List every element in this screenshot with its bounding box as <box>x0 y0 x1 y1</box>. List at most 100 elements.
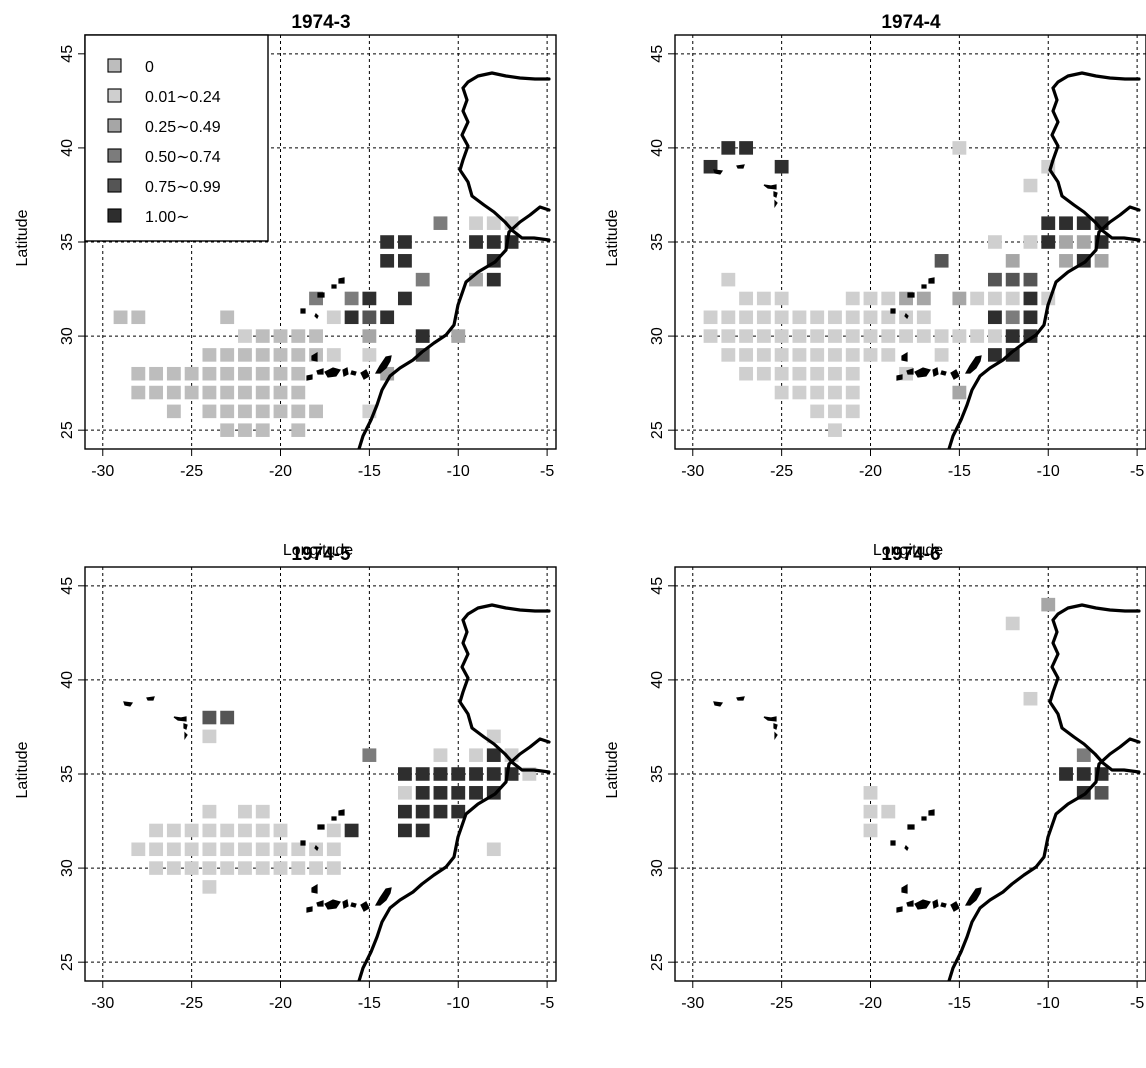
grid-cell <box>863 348 878 362</box>
grid-cell <box>739 310 754 325</box>
grid-cell <box>415 823 430 838</box>
panel-title: 1974-6 <box>881 544 940 565</box>
grid-cell <box>1023 178 1038 193</box>
grid-cell <box>774 310 789 325</box>
x-tick-label: -5 <box>540 995 554 1012</box>
grid-cell <box>774 348 789 362</box>
x-tick-label: -15 <box>358 463 381 480</box>
grid-cell <box>166 366 181 381</box>
grid-cell <box>1059 254 1073 268</box>
grid-cell <box>273 404 288 419</box>
island-shape <box>360 901 370 912</box>
grid-cell <box>362 310 377 325</box>
grid-cell <box>756 291 771 306</box>
grid-cell <box>756 366 771 381</box>
grid-cell <box>238 804 252 819</box>
grid-cell <box>255 404 270 419</box>
grid-cell <box>792 385 807 400</box>
grid-cell <box>828 385 842 400</box>
grid-cell <box>828 310 842 325</box>
grid-cell <box>362 291 377 306</box>
grid-cell <box>469 235 483 249</box>
grid-cell <box>433 804 448 819</box>
island-shape <box>932 367 939 377</box>
y-tick-label: 30 <box>59 859 76 877</box>
grid-cell <box>987 310 1002 325</box>
grid-cell <box>291 348 306 362</box>
y-tick-label: 25 <box>649 953 666 971</box>
grid-cell <box>238 348 252 362</box>
grid-cell <box>326 823 341 838</box>
island-shape <box>896 374 903 381</box>
grid-cell <box>486 272 501 287</box>
grid-cell <box>362 329 377 343</box>
island-shape <box>331 816 337 821</box>
grid-cell <box>397 823 412 838</box>
legend-label: 1.00∼ <box>145 209 190 226</box>
island-shape <box>763 716 777 722</box>
grid-cell <box>433 216 448 230</box>
y-tick-label: 30 <box>649 859 666 877</box>
island-shape <box>907 824 915 830</box>
grid-cell <box>415 804 430 819</box>
grid-cell <box>451 329 466 343</box>
island-shape <box>314 844 319 852</box>
grid-cell <box>881 291 896 306</box>
island-shape <box>300 308 306 314</box>
island-shape <box>890 840 896 846</box>
y-axis-label: Latitude <box>14 209 31 266</box>
grid-cell <box>721 329 736 343</box>
grid-cell <box>202 842 217 857</box>
grid-cell <box>970 291 985 306</box>
island-shape <box>964 355 982 374</box>
grid-cell <box>739 329 754 343</box>
grid-cell <box>952 141 967 155</box>
grid-cell <box>1023 691 1038 706</box>
grid-cell <box>238 366 252 381</box>
grid-cell <box>220 310 235 325</box>
grid-cell <box>987 235 1002 249</box>
grid-cell <box>433 767 448 781</box>
grid-cell <box>828 366 842 381</box>
y-tick-label: 40 <box>649 671 666 689</box>
grid-cell <box>916 310 931 325</box>
grid-cell <box>934 329 949 343</box>
island-shape <box>183 723 188 730</box>
grid-cell <box>774 159 789 174</box>
grid-cell <box>397 804 412 819</box>
grid-cell <box>828 404 842 419</box>
grid-cell <box>149 823 164 838</box>
grid-cell <box>845 291 860 306</box>
x-tick-label: -10 <box>1037 463 1060 480</box>
x-tick-label: -25 <box>180 463 203 480</box>
y-tick-label: 25 <box>59 421 76 439</box>
grid-cell <box>149 842 164 857</box>
grid-cell <box>380 254 395 268</box>
grid-cell <box>344 291 359 306</box>
grid-cell <box>1023 310 1038 325</box>
grid-cell <box>934 254 949 268</box>
y-tick-label: 35 <box>59 765 76 783</box>
island-shape <box>896 906 903 913</box>
coastline-path <box>458 603 551 774</box>
grid-cell <box>255 348 270 362</box>
grid-cell <box>202 861 217 875</box>
grid-cell <box>952 385 967 400</box>
grid-cell <box>1094 254 1109 268</box>
island-shape <box>914 899 931 910</box>
grid-cell <box>397 786 412 800</box>
grid-cell <box>309 861 323 875</box>
grid-cell <box>184 823 199 838</box>
grid-cell <box>863 804 878 819</box>
island-shape <box>906 900 914 907</box>
grid-cell <box>774 366 789 381</box>
grid-cell <box>721 348 736 362</box>
grid-cell <box>486 748 501 762</box>
grid-cell <box>397 767 412 781</box>
cells <box>703 141 1109 437</box>
legend-label: 0.50∼0.74 <box>145 149 221 166</box>
grid-cell <box>845 310 860 325</box>
island-shape <box>890 308 896 314</box>
island-shape <box>907 292 915 298</box>
